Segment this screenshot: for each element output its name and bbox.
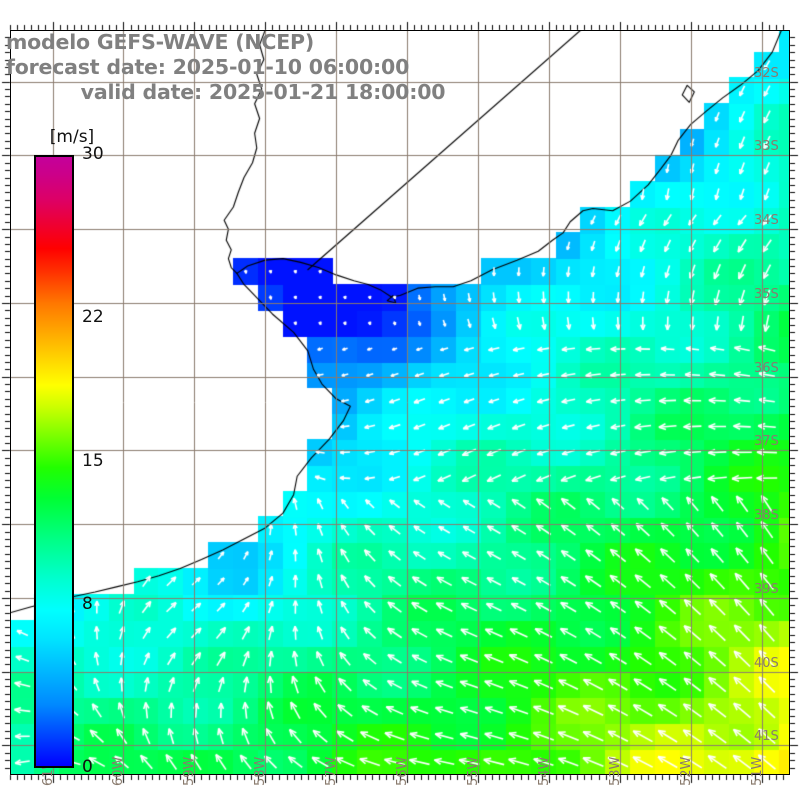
lon-label-57W: 57W (324, 756, 340, 786)
colorbar-tick-0: 0 (82, 757, 93, 777)
lat-label-41S: 41S (754, 729, 779, 745)
lon-label-59W: 59W (182, 756, 198, 786)
title-model-line: modelo GEFS-WAVE (NCEP) (6, 30, 314, 54)
colorbar-gradient (34, 155, 74, 768)
lat-label-37S: 37S (754, 434, 779, 450)
lon-label-60W: 60W (111, 756, 127, 786)
colorbar-tick-22: 22 (82, 307, 104, 328)
lon-label-55W: 55W (466, 756, 481, 786)
lon-label-51W: 51W (749, 756, 765, 786)
lon-label-53W: 53W (607, 756, 623, 786)
lon-label-58W: 58W (253, 756, 269, 786)
colorbar-unit-label: [m/s] (49, 127, 95, 147)
lon-label-52W: 52W (678, 756, 694, 786)
colorbar-tick-30: 30 (82, 144, 104, 164)
lat-label-36S: 36S (754, 360, 779, 376)
lat-label-40S: 40S (754, 655, 779, 671)
lat-label-35S: 35S (754, 286, 779, 302)
figure-title: modelo GEFS-WAVE (NCEP) forecast date: 2… (0, 30, 520, 105)
lon-label-56W: 56W (395, 756, 411, 786)
lat-label-33S: 33S (754, 139, 779, 155)
colorbar-tick-8: 8 (82, 593, 93, 614)
lat-label-34S: 34S (754, 213, 779, 229)
lat-label-39S: 39S (754, 581, 779, 597)
lat-label-32S: 32S (754, 65, 779, 81)
title-valid-date: valid date: 2025-01-21 18:00:00 (80, 80, 446, 104)
lon-label-54W: 54W (536, 756, 552, 786)
colorbar-tick-15: 15 (82, 450, 104, 471)
title-forecast-date: forecast date: 2025-01-10 06:00:00 (6, 55, 410, 79)
lat-label-38S: 38S (754, 508, 779, 524)
